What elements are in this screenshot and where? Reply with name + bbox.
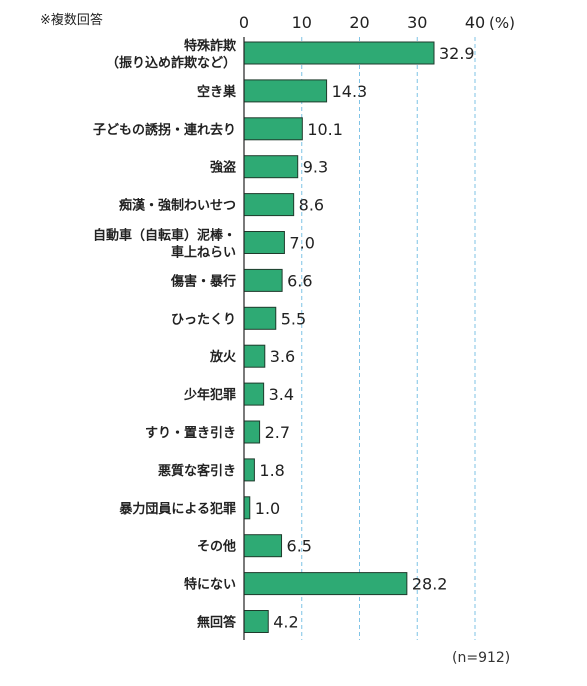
value-label-1: 14.3 <box>332 82 368 101</box>
category-label-0-line-0: 特殊詐欺 <box>184 38 236 54</box>
value-label-13: 6.5 <box>287 537 312 556</box>
value-label-7: 5.5 <box>281 309 306 328</box>
value-label-12: 1.0 <box>255 499 280 518</box>
bar-12 <box>243 496 251 520</box>
value-label-9: 3.4 <box>269 385 294 404</box>
bar-15 <box>243 610 269 633</box>
value-label-8: 3.6 <box>270 347 295 366</box>
x-tick-label-0: 0 <box>239 13 249 32</box>
bar-6 <box>243 268 283 292</box>
value-label-3: 9.3 <box>303 158 328 177</box>
category-label-10: すり・置き引き <box>145 426 236 441</box>
category-label-12: 暴力団員による犯罪 <box>118 501 236 517</box>
category-label-2: 子どもの誘拐・連れ去り <box>93 122 236 138</box>
value-label-6: 6.6 <box>287 271 312 290</box>
bar-13 <box>243 534 283 558</box>
bar-4 <box>243 193 295 217</box>
bar-5 <box>243 231 285 254</box>
bar-0 <box>243 41 435 65</box>
category-label-11: 悪質な客引き <box>158 463 236 479</box>
category-label-4: 痴漢・強制わいせつ <box>119 198 236 214</box>
multiple-answer-note: ※複数回答 <box>40 13 103 28</box>
bar-1 <box>243 79 328 103</box>
category-label-9: 少年犯罪 <box>183 387 236 403</box>
value-label-4: 8.6 <box>299 196 324 215</box>
value-label-14: 28.2 <box>412 575 448 594</box>
bar-2 <box>243 117 303 141</box>
category-label-3: 強盗 <box>210 160 236 176</box>
x-tick-label-10: 10 <box>292 13 312 32</box>
x-tick-label-30: 30 <box>407 13 427 32</box>
x-axis-unit: (%) <box>489 14 515 32</box>
value-label-0: 32.9 <box>439 44 475 63</box>
category-label-5-line-1: 車上ねらい <box>171 245 236 261</box>
category-label-1: 空き巣 <box>197 84 237 100</box>
category-label-5-line-0: 自動車（自転車）泥棒・ <box>93 228 236 244</box>
sample-size-label: (n=912) <box>452 650 511 666</box>
value-label-2: 10.1 <box>307 120 343 139</box>
bar-10 <box>243 420 261 444</box>
category-label-8: 放火 <box>209 349 237 365</box>
bar-11 <box>243 458 255 482</box>
category-label-6: 傷害・暴行 <box>170 273 236 289</box>
x-tick-label-40: 40 <box>465 13 485 32</box>
category-label-0-line-1: （振り込め詐欺など） <box>106 55 236 71</box>
category-label-15: 無回答 <box>197 615 237 631</box>
bar-9 <box>243 382 265 406</box>
bar-14 <box>243 572 408 596</box>
bar-3 <box>243 155 299 179</box>
category-label-14: 特にない <box>184 577 236 593</box>
value-label-5: 7.0 <box>289 234 314 253</box>
bar-7 <box>243 306 277 330</box>
x-tick-label-20: 20 <box>349 13 369 32</box>
bar-8 <box>243 344 266 368</box>
category-label-13: その他 <box>197 539 236 555</box>
value-label-11: 1.8 <box>259 461 284 480</box>
value-label-15: 4.2 <box>273 613 298 632</box>
value-label-10: 2.7 <box>265 423 290 442</box>
category-label-7: ひったくり <box>171 312 236 327</box>
